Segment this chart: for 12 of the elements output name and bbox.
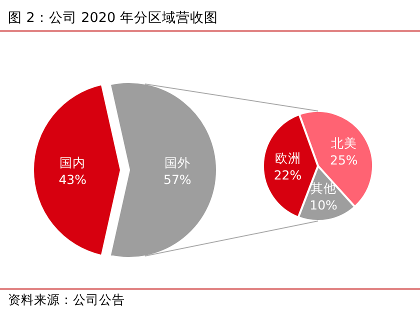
text: 资料来源：公司公告 [8, 292, 125, 307]
slice-label: 北美 [330, 135, 357, 150]
slice-label: 国内 [60, 155, 86, 170]
data-label: 22% [274, 168, 302, 183]
slice-label: 国外 [164, 155, 190, 170]
data-label: 10% [310, 198, 338, 213]
chart-title: 图 2：公司 2020 年分区域营收图 [8, 10, 218, 26]
data-label: 57% [164, 172, 192, 187]
slice-label: 欧洲 [274, 150, 301, 166]
slice-label: 其他 [310, 180, 337, 196]
data-label: 43% [58, 172, 87, 187]
data-label: 25% [330, 152, 358, 168]
